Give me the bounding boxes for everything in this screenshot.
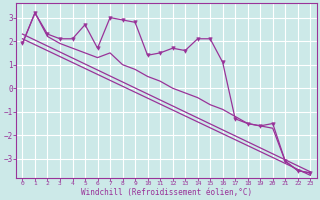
X-axis label: Windchill (Refroidissement éolien,°C): Windchill (Refroidissement éolien,°C) — [81, 188, 252, 197]
